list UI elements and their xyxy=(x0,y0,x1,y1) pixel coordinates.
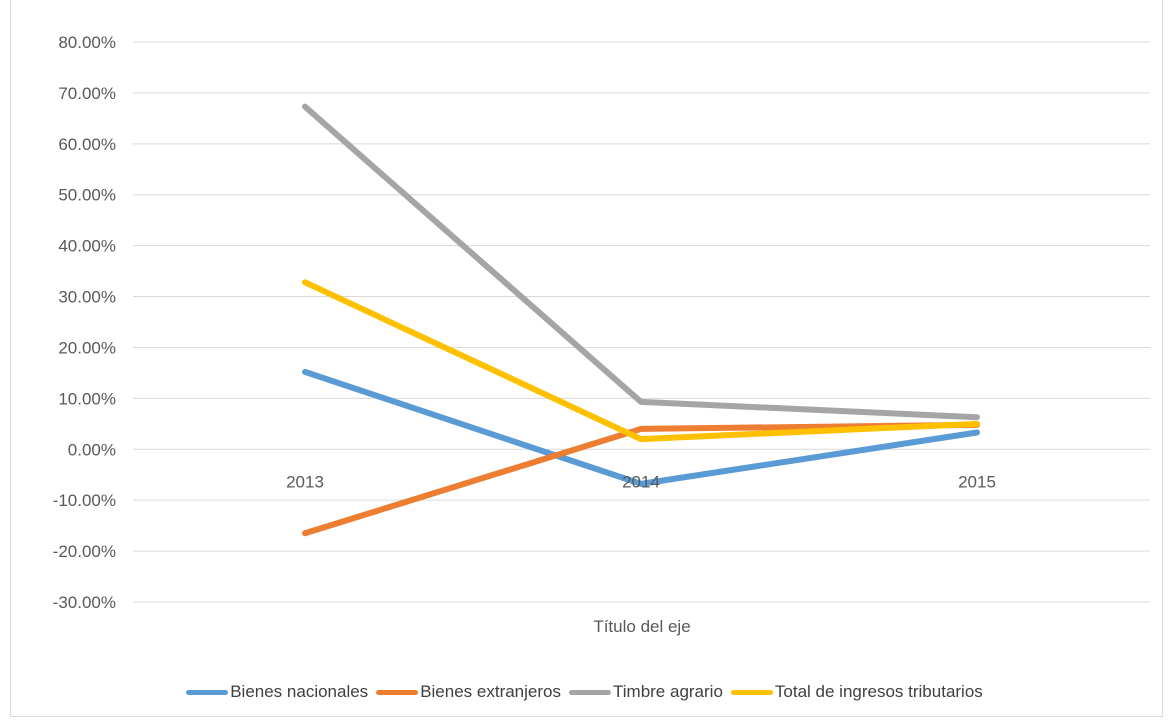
y-tick-label: 60.00% xyxy=(58,135,116,154)
gridlines xyxy=(133,41,1150,603)
legend-item: Bienes nacionales xyxy=(186,682,368,702)
legend-item: Total de ingresos tributarios xyxy=(730,682,983,702)
y-tick-label: 10.00% xyxy=(58,389,116,408)
legend-label: Timbre agrario xyxy=(613,682,723,701)
x-tick-label: 2013 xyxy=(286,472,324,491)
y-tick-label: -30.00% xyxy=(53,593,116,612)
y-tick-label: -10.00% xyxy=(53,491,116,510)
y-tick-label: 20.00% xyxy=(58,338,116,357)
legend-label: Bienes nacionales xyxy=(230,682,369,701)
legend-swatch xyxy=(376,689,419,695)
y-tick-label: -20.00% xyxy=(53,542,116,561)
series-lines xyxy=(302,103,980,537)
series-line-total-de-ingresos-tributarios xyxy=(302,279,980,443)
legend-label: Bienes extranjeros xyxy=(420,682,561,701)
x-tick-label: 2014 xyxy=(622,472,660,491)
y-tick-label: 40.00% xyxy=(58,237,116,256)
legend-item: Timbre agrario xyxy=(569,682,723,702)
y-tick-label: 0.00% xyxy=(68,440,116,459)
x-axis-tick-labels: 2013 2014 2015 xyxy=(286,472,996,491)
legend-swatch xyxy=(569,689,611,695)
legend: Bienes nacionales Bienes extranjeros Timbr… xyxy=(0,678,1169,706)
x-axis-title: Título del eje xyxy=(593,617,690,636)
y-tick-label: 50.00% xyxy=(58,186,116,205)
legend-swatch xyxy=(186,689,229,695)
chart-frame xyxy=(10,0,1163,717)
y-tick-label: 70.00% xyxy=(58,84,116,103)
legend-label: Total de ingresos tributarios xyxy=(774,682,983,701)
line-chart: 80.00% 70.00% 60.00% 50.00% 40.00% 30.00% 20.0… xyxy=(53,33,1150,636)
series-line-bienes-nacionales xyxy=(302,368,980,487)
y-axis-tick-labels: 80.00% 70.00% 60.00% 50.00% 40.00% 30.00% 20.0… xyxy=(53,33,116,612)
legend-swatch xyxy=(730,689,773,695)
y-tick-label: 80.00% xyxy=(58,33,116,52)
y-tick-label: 30.00% xyxy=(58,288,116,307)
series-line-timbre-agrario xyxy=(302,103,980,421)
legend-item: Bienes extranjeros xyxy=(376,682,561,702)
x-tick-label: 2015 xyxy=(958,472,996,491)
